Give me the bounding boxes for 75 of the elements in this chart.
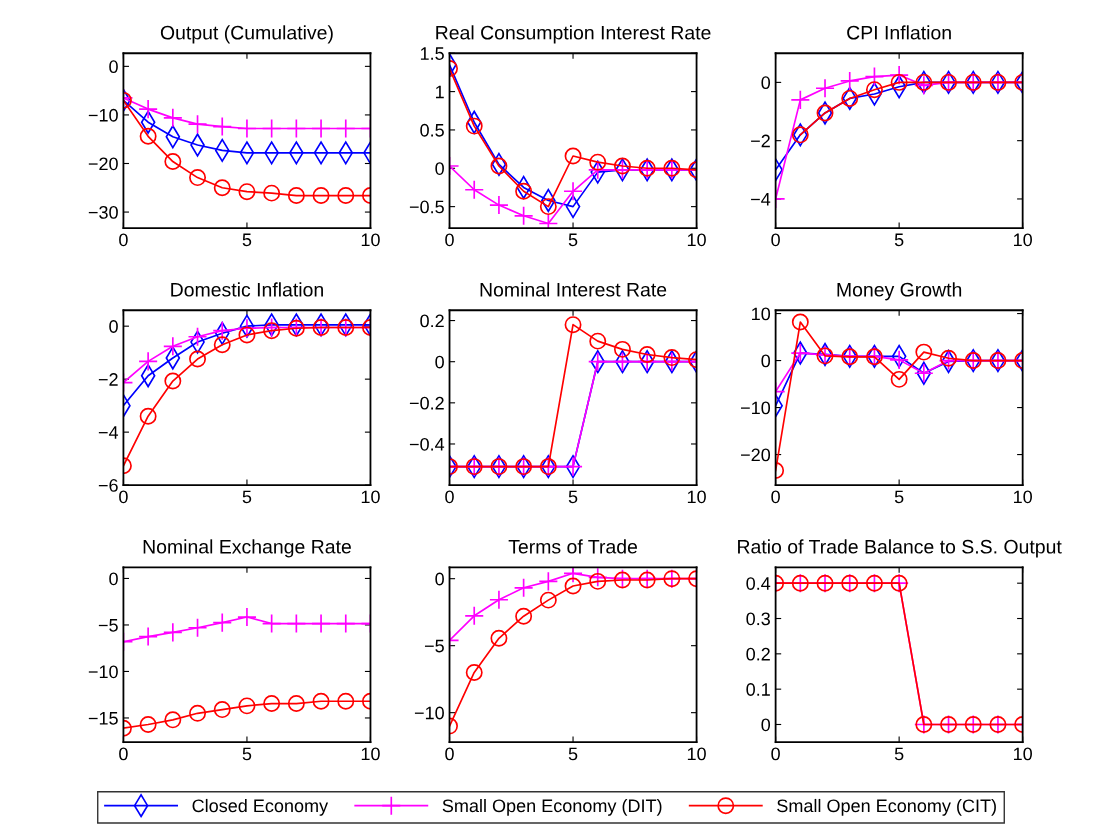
y-tick-label: −5 xyxy=(98,619,118,632)
y-tick-label: −0.2 xyxy=(409,396,444,410)
y-tick-label: −2 xyxy=(751,134,770,148)
y-tick-label: −5 xyxy=(424,639,444,653)
y-tick-label: −10 xyxy=(414,706,444,720)
x-tick-label: 10 xyxy=(1013,747,1032,761)
x-tick-label: 10 xyxy=(1013,490,1032,504)
y-tick-label: −6 xyxy=(98,479,118,492)
legend-label: Closed Economy xyxy=(192,798,329,816)
y-tick-label: 0.1 xyxy=(746,683,770,696)
chart-title: Domestic Inflation xyxy=(171,282,323,297)
x-tick-label: 0 xyxy=(445,747,454,761)
x-tick-label: 0 xyxy=(771,747,780,761)
y-tick-label: 0 xyxy=(761,76,771,90)
y-tick-label: 0 xyxy=(109,572,118,586)
y-tick-label: −10 xyxy=(741,401,771,415)
x-tick-label: 0 xyxy=(445,233,454,247)
x-tick-label: 5 xyxy=(242,233,252,247)
x-tick-label: 5 xyxy=(894,490,904,504)
y-tick-label: −10 xyxy=(88,108,118,122)
chart-title: Ratio of Trade Balance to S.S. Output xyxy=(738,539,1062,558)
y-tick-label: 0.4 xyxy=(746,577,771,590)
x-tick-label: 0 xyxy=(119,747,128,761)
x-tick-label: 5 xyxy=(568,747,578,761)
x-tick-label: 5 xyxy=(242,490,252,504)
y-tick-label: 0 xyxy=(109,320,118,333)
y-tick-label: −10 xyxy=(88,665,118,679)
y-tick-label: 1 xyxy=(435,85,444,99)
y-tick-label: −20 xyxy=(741,448,771,462)
y-tick-label: −30 xyxy=(88,206,118,219)
y-tick-label: −20 xyxy=(88,157,118,171)
y-tick-label: 0 xyxy=(761,354,771,368)
x-tick-label: 0 xyxy=(771,233,780,247)
x-tick-label: 0 xyxy=(119,490,128,504)
x-tick-label: 10 xyxy=(361,747,380,761)
y-tick-label: −4 xyxy=(98,426,119,439)
chart-title: Nominal Exchange Rate xyxy=(143,539,351,558)
y-tick-label: −4 xyxy=(751,193,771,206)
x-tick-label: 0 xyxy=(445,490,454,504)
y-tick-label: 0 xyxy=(435,572,444,586)
legend-label: Small Open Economy (CIT) xyxy=(777,798,996,816)
x-tick-label: 10 xyxy=(687,747,706,761)
y-tick-label: −2 xyxy=(98,373,118,386)
chart-title: Terms of Trade xyxy=(508,539,638,554)
y-tick-label: −0.5 xyxy=(409,200,444,214)
y-tick-label: 0.5 xyxy=(420,123,444,137)
chart-title: Real Consumption Interest Rate xyxy=(436,25,711,44)
y-tick-label: 10 xyxy=(752,307,771,321)
y-tick-label: 0 xyxy=(435,355,444,369)
x-tick-label: 5 xyxy=(894,233,904,247)
chart-title: Money Growth xyxy=(837,282,962,301)
y-tick-label: 0 xyxy=(109,60,118,74)
y-tick-label: 0 xyxy=(761,718,771,732)
x-tick-label: 10 xyxy=(687,233,706,247)
x-tick-label: 5 xyxy=(894,747,904,761)
y-tick-label: −0.4 xyxy=(409,437,445,451)
y-tick-label: 0 xyxy=(435,162,444,175)
x-tick-label: 0 xyxy=(771,490,780,504)
legend-label: Small Open Economy (DIT) xyxy=(442,798,662,816)
y-tick-label: 0.3 xyxy=(746,612,770,626)
x-tick-label: 10 xyxy=(687,490,706,504)
x-tick-label: 5 xyxy=(568,233,578,247)
y-tick-label: 1.5 xyxy=(420,47,444,60)
y-tick-label: 0.2 xyxy=(746,647,770,661)
chart-title: Output (Cumulative) xyxy=(160,25,333,44)
x-tick-label: 5 xyxy=(242,747,252,761)
x-tick-label: 0 xyxy=(119,233,128,247)
chart-title: CPI Inflation xyxy=(847,25,951,40)
chart-title: Nominal Interest Rate xyxy=(480,282,667,297)
x-tick-label: 5 xyxy=(568,490,578,504)
x-tick-label: 10 xyxy=(1013,233,1032,247)
x-tick-label: 10 xyxy=(361,490,380,504)
y-tick-label: −15 xyxy=(88,712,118,725)
x-tick-label: 10 xyxy=(361,233,380,247)
y-tick-label: 0.2 xyxy=(420,314,444,328)
